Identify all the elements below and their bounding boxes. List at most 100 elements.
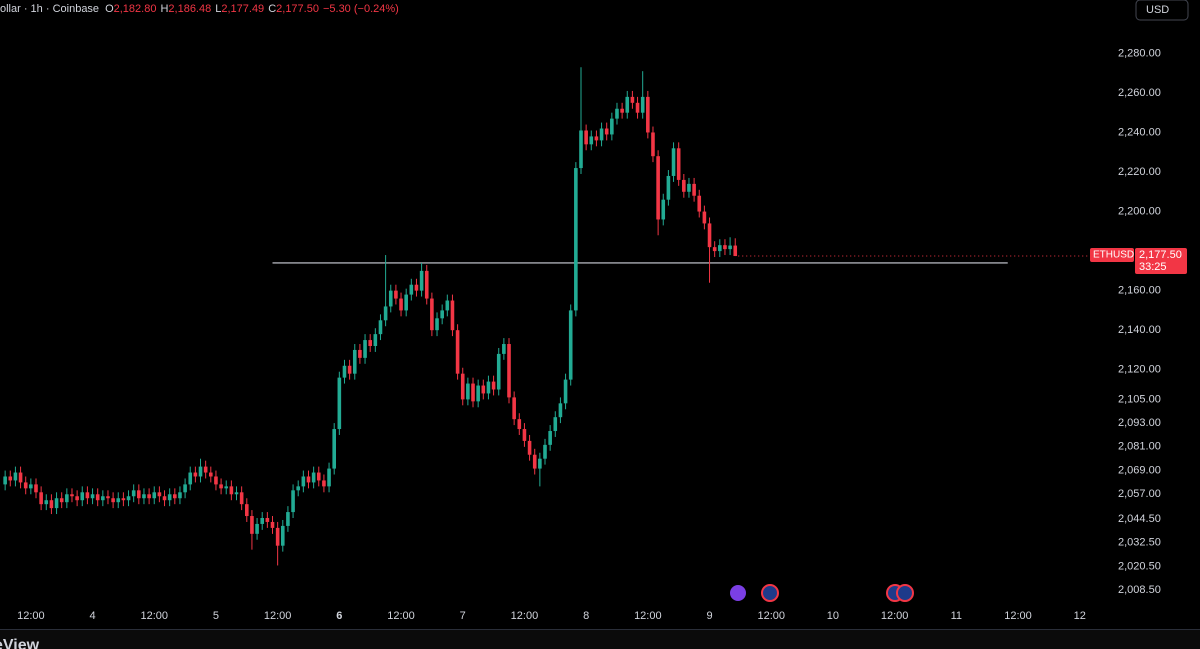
candle-body [404, 294, 408, 311]
candle-body [152, 492, 157, 499]
change-value: −5.30 (−0.24%) [323, 3, 399, 15]
candle-body [368, 340, 372, 346]
y-tick-label: 2,280.00 [1118, 47, 1161, 59]
candle-body [178, 492, 182, 499]
candle-body [13, 472, 18, 481]
candle-body [322, 480, 326, 487]
candle-body [620, 108, 624, 113]
price-tag-countdown: 33:25 [1139, 261, 1167, 273]
candle-body [476, 385, 480, 402]
event-icon[interactable] [761, 584, 779, 602]
ohlc-key: O [105, 3, 114, 15]
candle-body [543, 444, 547, 459]
candle-body [394, 290, 398, 299]
candle-body [18, 472, 23, 483]
candle-body [167, 494, 172, 501]
candle-body [70, 494, 74, 497]
candle-body [131, 490, 136, 497]
y-tick-label: 2,020.50 [1118, 560, 1161, 572]
candle-body [229, 486, 234, 495]
x-tick-label: 9 [706, 610, 712, 622]
candle-body [280, 525, 285, 546]
candle-body [430, 298, 434, 331]
y-tick-label: 2,032.50 [1118, 537, 1161, 549]
candle-body [733, 245, 738, 257]
candle-body [90, 494, 95, 499]
x-tick-label: 12:00 [634, 610, 662, 622]
y-tick-label: 2,008.50 [1118, 584, 1161, 596]
candle-body [239, 492, 244, 505]
x-tick-label: 12:00 [511, 610, 539, 622]
x-tick-label: 12:00 [757, 610, 785, 622]
candle-body [137, 490, 141, 499]
y-tick-label: 2,140.00 [1118, 324, 1161, 336]
event-icon[interactable] [896, 584, 914, 602]
candle-body [234, 492, 239, 495]
candle-body [491, 381, 496, 390]
ohlc-value: 2,177.50 [276, 3, 319, 15]
candle-body [337, 377, 342, 430]
candle-body [296, 486, 301, 491]
candle-body [532, 454, 537, 469]
y-tick-label: 2,260.00 [1118, 87, 1161, 99]
candle-body [183, 484, 187, 493]
candle-body [34, 484, 38, 493]
candle-body [49, 500, 54, 509]
candle-body [39, 492, 43, 505]
symbol-info: ollar · 1h · Coinbase [0, 3, 99, 15]
candle-body [548, 431, 552, 445]
candle-body [224, 486, 229, 489]
candle-body [388, 290, 393, 307]
candle-body [707, 223, 712, 248]
x-tick-label: 10 [827, 610, 839, 622]
candle-body [419, 270, 424, 291]
candle-body [599, 128, 604, 141]
candle-body [75, 496, 79, 501]
candle-body [558, 403, 563, 418]
candle-body [347, 365, 352, 374]
candle-body [250, 516, 254, 534]
ohlc-value: 2,186.48 [168, 3, 211, 15]
candle-body [383, 306, 388, 321]
candle-body [244, 504, 249, 517]
candle-body [445, 300, 450, 311]
candle-body [424, 270, 429, 299]
candle-body [378, 320, 383, 335]
candle-body [209, 472, 213, 477]
candle-body [147, 494, 151, 499]
candle-body [193, 472, 198, 477]
candle-body [188, 472, 193, 485]
candle-body [568, 310, 573, 380]
candle-body [101, 496, 105, 501]
candle-body [270, 521, 275, 528]
plot-area [3, 67, 1112, 566]
candle-body [301, 476, 306, 487]
candle-body [481, 385, 486, 394]
candle-body [656, 156, 660, 220]
candle-body [173, 494, 177, 499]
candle-body [8, 476, 13, 481]
candle-body [625, 96, 630, 113]
event-icon[interactable] [730, 585, 746, 601]
symbol-tag-label: ETHUSD [1093, 250, 1134, 261]
candle-body [666, 175, 671, 200]
candle-body [399, 298, 403, 311]
y-tick-label: 2,081.00 [1118, 441, 1161, 453]
candle-body [517, 419, 522, 430]
x-tick-label: 6 [336, 610, 342, 622]
x-tick-label: 12:00 [264, 610, 292, 622]
candle-body [594, 136, 599, 141]
currency-button[interactable] [1135, 0, 1189, 21]
candle-body [522, 429, 527, 441]
ohlc-key: H [160, 3, 168, 15]
candle-body [615, 108, 619, 119]
candle-body [65, 494, 69, 503]
x-tick-label: 7 [460, 610, 466, 622]
candle-body [363, 340, 367, 358]
candle-body [507, 344, 511, 398]
y-tick-label: 2,240.00 [1118, 126, 1161, 138]
candle-body [332, 429, 336, 469]
y-tick-label: 2,220.00 [1118, 166, 1161, 178]
event-markers [730, 584, 914, 602]
